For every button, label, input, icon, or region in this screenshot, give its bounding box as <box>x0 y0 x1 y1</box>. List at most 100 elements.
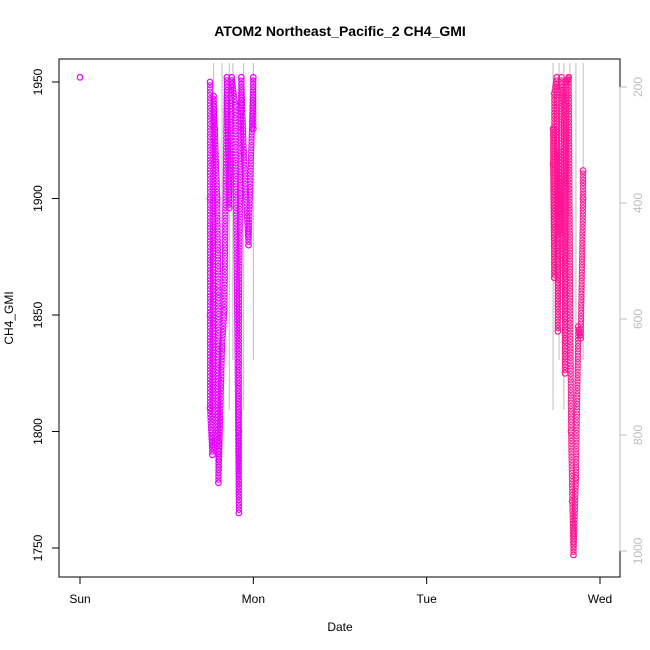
data-point <box>231 92 238 100</box>
data-point <box>218 360 225 367</box>
data-point <box>250 103 257 110</box>
data-point <box>567 326 574 333</box>
data-point <box>562 162 570 169</box>
data-point <box>246 206 253 213</box>
data-point <box>247 164 254 171</box>
data-point <box>238 87 245 94</box>
data-point <box>224 90 231 97</box>
data-point <box>218 370 225 377</box>
data-point <box>206 88 214 95</box>
data-point <box>572 491 579 498</box>
data-point <box>567 300 574 307</box>
data-point <box>250 80 257 87</box>
data-point <box>555 264 562 271</box>
data-point <box>236 215 243 222</box>
data-point <box>578 271 585 278</box>
data-point <box>231 99 238 106</box>
data-point <box>553 125 561 132</box>
data-point <box>249 125 257 133</box>
data-point <box>565 115 573 122</box>
data-point <box>555 244 562 252</box>
data-point <box>573 452 580 459</box>
y2-tick-label: 800 <box>631 425 645 445</box>
data-point <box>573 455 580 462</box>
data-point <box>216 421 224 428</box>
data-point <box>553 73 561 81</box>
data-point <box>248 145 255 152</box>
data-point <box>245 238 252 245</box>
data-point <box>211 122 218 129</box>
data-point <box>221 297 228 304</box>
data-point <box>247 177 254 184</box>
data-point <box>208 428 216 435</box>
data-point <box>245 229 252 236</box>
data-point <box>226 176 233 183</box>
data-point <box>237 196 244 203</box>
data-point <box>206 404 214 412</box>
data-point <box>206 91 214 99</box>
data-point <box>580 170 587 177</box>
data-point <box>247 187 254 194</box>
data-point <box>235 402 242 409</box>
data-point <box>246 200 253 207</box>
data-point <box>235 386 242 393</box>
data-point <box>236 238 243 245</box>
data-point <box>231 101 239 109</box>
data-point <box>217 408 224 416</box>
data-point <box>562 165 570 172</box>
data-point <box>240 152 247 159</box>
data-point <box>554 318 562 325</box>
data-point <box>566 233 573 240</box>
data-point <box>580 189 587 196</box>
data-point <box>567 316 574 323</box>
y-axis-label: CH4_GMI <box>2 291 16 344</box>
data-point <box>566 224 573 231</box>
data-point <box>226 166 234 173</box>
data-point <box>242 193 250 200</box>
data-point <box>565 122 573 129</box>
data-point <box>209 396 216 403</box>
data-point <box>209 435 216 442</box>
data-point <box>217 396 224 403</box>
data-point <box>554 309 562 316</box>
data-point <box>580 179 587 187</box>
data-point <box>566 217 573 224</box>
data-point <box>215 275 222 282</box>
data-point <box>573 407 581 414</box>
data-point <box>250 96 257 103</box>
data-point <box>562 178 570 185</box>
data-point <box>562 187 569 194</box>
data-point <box>250 99 257 107</box>
data-point <box>555 296 562 303</box>
data-point <box>246 222 253 229</box>
data-point <box>245 225 253 233</box>
data-point <box>235 370 242 377</box>
data-point <box>206 179 214 186</box>
data-point <box>565 73 573 81</box>
data-point <box>235 315 242 322</box>
data-point <box>562 190 569 198</box>
data-point <box>218 347 226 354</box>
data-point <box>209 361 216 368</box>
data-point <box>566 243 574 250</box>
data-point <box>573 465 580 472</box>
data-point <box>210 201 217 208</box>
data-point <box>214 237 221 244</box>
data-point <box>570 539 578 546</box>
data-point <box>235 441 242 448</box>
data-point <box>235 412 242 419</box>
data-point <box>236 273 243 280</box>
data-point <box>232 105 239 112</box>
data-point <box>566 268 574 276</box>
data-point <box>248 132 255 139</box>
data-point <box>235 305 243 312</box>
data-point <box>210 211 217 218</box>
data-point <box>246 213 253 220</box>
data-point <box>241 164 248 172</box>
data-point <box>235 464 242 471</box>
data-point <box>215 285 222 292</box>
data-point <box>247 180 254 187</box>
data-point <box>574 323 582 331</box>
data-point <box>561 369 569 377</box>
data-point <box>242 187 249 194</box>
